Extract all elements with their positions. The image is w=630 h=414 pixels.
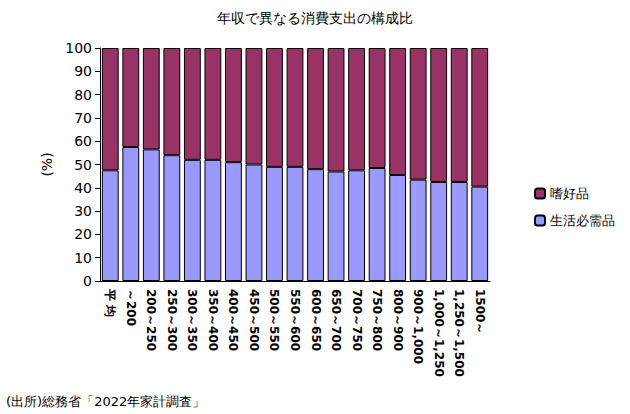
svg-text:(出所)総務省「2022年家計調査」: (出所)総務省「2022年家計調査」	[6, 394, 205, 409]
svg-text:750～800: 750～800	[370, 289, 384, 351]
svg-text:650～700: 650～700	[329, 289, 343, 351]
svg-text:1500～: 1500～	[473, 289, 487, 334]
svg-text:平 均: 平 均	[103, 288, 117, 317]
svg-text:900～1,000: 900～1,000	[411, 289, 425, 364]
svg-text:40: 40	[74, 180, 92, 196]
svg-text:450～500: 450～500	[247, 289, 261, 351]
svg-text:600～650: 600～650	[309, 289, 323, 351]
svg-text:0: 0	[83, 273, 92, 289]
svg-text:700～750: 700～750	[350, 289, 364, 351]
svg-text:80: 80	[74, 87, 92, 103]
svg-text:70: 70	[74, 110, 92, 126]
svg-text:生活必需品: 生活必需品	[550, 213, 615, 228]
svg-text:10: 10	[74, 250, 92, 266]
svg-text:1,250～1,500: 1,250～1,500	[452, 289, 466, 377]
svg-text:年収で異なる消費支出の構成比: 年収で異なる消費支出の構成比	[217, 10, 413, 26]
svg-text:(%): (%)	[39, 152, 55, 176]
svg-text:100: 100	[65, 40, 92, 56]
svg-text:1,000～1,250: 1,000～1,250	[432, 289, 446, 377]
svg-text:30: 30	[74, 203, 92, 219]
svg-text:200～250: 200～250	[144, 289, 158, 351]
svg-text:嗜好品: 嗜好品	[550, 186, 589, 201]
svg-text:500～550: 500～550	[267, 289, 281, 351]
svg-text:550～600: 550～600	[288, 289, 302, 351]
svg-text:400～450: 400～450	[226, 289, 240, 351]
svg-text:800～900: 800～900	[391, 289, 405, 351]
svg-text:60: 60	[74, 133, 92, 149]
svg-text:～200: ～200	[124, 289, 138, 326]
svg-text:50: 50	[74, 157, 92, 173]
svg-text:250～300: 250～300	[165, 289, 179, 351]
svg-text:350～400: 350～400	[206, 289, 220, 351]
svg-text:300～350: 300～350	[185, 289, 199, 351]
svg-text:20: 20	[74, 226, 92, 242]
svg-text:90: 90	[74, 63, 92, 79]
